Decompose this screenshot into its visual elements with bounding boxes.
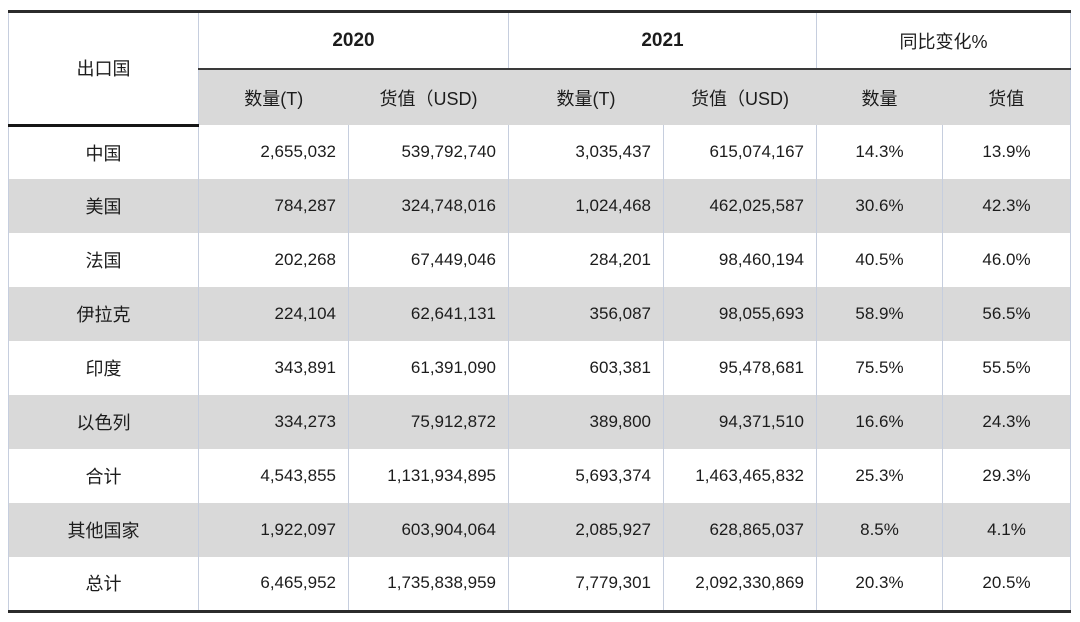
country-cell: 合计 (85, 467, 122, 487)
value-cell: 603,381 (508, 341, 664, 395)
table-row: 总计 6,465,952 1,735,838,959 7,779,301 2,092,3… (9, 557, 1071, 611)
percent-cell: 25.3% (816, 449, 943, 503)
value-cell: 615,074,167 (663, 125, 817, 179)
percent-cell: 16.6% (816, 395, 943, 449)
percent-cell: 46.0% (941, 233, 1071, 287)
table-row: 美国 784,287 324,748,016 1,024,468 462,025,587… (8, 179, 1071, 233)
country-cell: 伊拉克 (8, 287, 199, 341)
value-cell: 284,201 (508, 233, 664, 287)
value-cell: 98,055,693 (663, 287, 817, 341)
percent-cell: 29.3% (941, 449, 1071, 503)
header-row-years: 出口国 2020 2021 同比变化% (8, 11, 1071, 127)
export-table: 出口国 2020 2021 同比变化% 数量(T) 货值（USD) 数量(T) … (8, 10, 1072, 613)
table-row: 合计 4,543,855 1,131,934,895 5,693,374 1,463,4… (9, 449, 1071, 503)
subheader-2020-value: 货值（USD) (348, 69, 509, 125)
table-row: 其他国家 1,922,097 603,904,064 2,085,927 628,865… (8, 503, 1071, 557)
value-cell: 1,922,097 (198, 503, 349, 557)
year-header-2021: 2021 (508, 11, 817, 70)
percent-cell: 20.3% (816, 557, 943, 611)
value-cell: 2,092,330,869 (663, 557, 817, 611)
percent-cell: 42.3% (941, 179, 1071, 233)
year-header-2020: 2020 (198, 11, 509, 70)
subheader-yoy-value: 货值 (942, 69, 1071, 125)
percent-cell: 75.5% (816, 341, 943, 395)
value-cell: 224,104 (198, 287, 349, 341)
table-header: 出口国 2020 2021 同比变化% 数量(T) 货值（USD) 数量(T) … (8, 11, 1071, 127)
corner-header-export-country: 出口国 (8, 11, 199, 127)
country-cell: 总计 (85, 574, 122, 595)
value-cell: 462,025,587 (663, 179, 817, 233)
value-cell: 6,465,952 (198, 557, 349, 611)
subheader-2021-value: 货值（USD) (663, 69, 817, 125)
country-cell: 法国 (85, 251, 122, 271)
percent-cell: 13.9% (941, 125, 1071, 179)
table-row: 法国 202,268 67,449,046 284,201 98,460,194 40.5… (9, 233, 1071, 287)
value-cell: 61,391,090 (348, 341, 509, 395)
percent-cell: 8.5% (816, 503, 943, 557)
percent-cell: 58.9% (816, 287, 943, 341)
value-cell: 628,865,037 (663, 503, 817, 557)
subheader-2020-quantity: 数量(T) (198, 69, 349, 125)
table-body: 中国 2,655,032 539,792,740 3,035,437 615,074,1… (8, 125, 1071, 611)
value-cell: 4,543,855 (198, 449, 349, 503)
country-cell: 中国 (85, 143, 122, 164)
subheader-2021-quantity: 数量(T) (508, 69, 664, 125)
value-cell: 98,460,194 (663, 233, 817, 287)
country-cell: 以色列 (8, 395, 199, 449)
value-cell: 334,273 (198, 395, 349, 449)
value-cell: 389,800 (508, 395, 664, 449)
value-cell: 603,904,064 (348, 503, 509, 557)
value-cell: 95,478,681 (663, 341, 817, 395)
yoy-change-header: 同比变化% (815, 11, 1071, 70)
value-cell: 75,912,872 (348, 395, 509, 449)
country-cell: 印度 (85, 359, 122, 379)
value-cell: 1,735,838,959 (348, 557, 509, 611)
value-cell: 784,287 (198, 179, 349, 233)
subheader-yoy-quantity: 数量 (816, 69, 943, 125)
percent-cell: 14.3% (816, 125, 943, 179)
value-cell: 539,792,740 (348, 125, 509, 179)
value-cell: 2,655,032 (198, 125, 349, 179)
value-cell: 202,268 (198, 233, 349, 287)
value-cell: 343,891 (198, 341, 349, 395)
percent-cell: 56.5% (941, 287, 1071, 341)
country-cell: 其他国家 (8, 503, 199, 557)
value-cell: 1,024,468 (508, 179, 664, 233)
percent-cell: 24.3% (941, 395, 1071, 449)
value-cell: 5,693,374 (508, 449, 664, 503)
value-cell: 1,463,465,832 (663, 449, 817, 503)
value-cell: 356,087 (508, 287, 664, 341)
value-cell: 3,035,437 (508, 125, 664, 179)
value-cell: 324,748,016 (348, 179, 509, 233)
value-cell: 94,371,510 (663, 395, 817, 449)
country-cell: 美国 (8, 179, 199, 233)
table-row: 伊拉克 224,104 62,641,131 356,087 98,055,693 58.… (8, 287, 1071, 341)
percent-cell: 20.5% (941, 557, 1071, 611)
value-cell: 62,641,131 (348, 287, 509, 341)
table-row: 以色列 334,273 75,912,872 389,800 94,371,510 16.… (8, 395, 1071, 449)
percent-cell: 40.5% (816, 233, 943, 287)
table-row: 中国 2,655,032 539,792,740 3,035,437 615,074,1… (9, 125, 1071, 179)
value-cell: 67,449,046 (348, 233, 509, 287)
percent-cell: 55.5% (941, 341, 1071, 395)
percent-cell: 4.1% (941, 503, 1071, 557)
table-row: 印度 343,891 61,391,090 603,381 95,478,681 75.5… (9, 341, 1071, 395)
value-cell: 2,085,927 (508, 503, 664, 557)
percent-cell: 30.6% (816, 179, 943, 233)
value-cell: 7,779,301 (508, 557, 664, 611)
value-cell: 1,131,934,895 (348, 449, 509, 503)
header-row-subheaders: 数量(T) 货值（USD) 数量(T) 货值（USD) 数量 货值 (9, 69, 1071, 125)
